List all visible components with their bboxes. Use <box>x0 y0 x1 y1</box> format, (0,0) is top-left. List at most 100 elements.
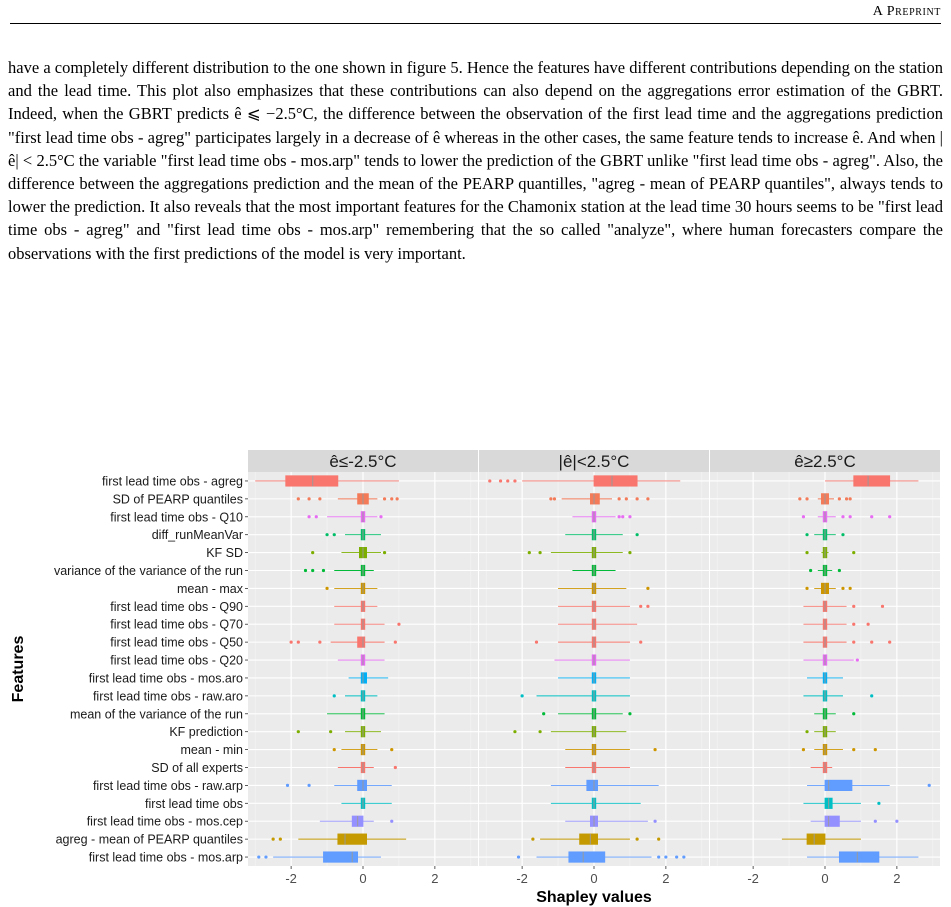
box-13 <box>520 690 630 702</box>
box-outlier <box>513 479 517 483</box>
box-outlier <box>852 712 856 716</box>
box-outlier <box>635 497 639 501</box>
box-outlier <box>837 568 841 573</box>
box-outlier <box>311 550 315 555</box>
box-outlier <box>639 604 643 608</box>
box-outlier <box>628 550 632 555</box>
box-outlier <box>639 640 643 644</box>
box-14 <box>327 708 385 720</box>
feature-label: SD of all experts <box>151 761 243 775</box>
box-iqr <box>285 475 339 487</box>
box-19 <box>803 797 881 809</box>
box-7 <box>325 582 378 595</box>
box-outlier <box>852 622 856 626</box>
box-outlier <box>318 497 322 501</box>
box-17 <box>337 761 397 774</box>
x-tick-label: 0 <box>359 871 366 886</box>
box-outlier <box>289 640 293 644</box>
box-outlier <box>318 640 322 644</box>
feature-label: first lead time obs - agreg <box>102 474 243 488</box>
box-iqr <box>824 779 853 792</box>
box-10 <box>534 636 643 648</box>
box-3 <box>801 511 892 523</box>
box-outlier <box>395 497 399 501</box>
box-iqr <box>360 672 367 684</box>
box-6 <box>809 564 841 577</box>
box-1 <box>488 475 681 487</box>
x-tick-label: 2 <box>662 871 669 886</box>
box-9 <box>334 618 401 630</box>
box-outlier <box>877 801 881 805</box>
box-outlier <box>635 837 639 841</box>
box-iqr <box>593 475 638 487</box>
box-1 <box>825 475 919 487</box>
box-outlier <box>325 586 329 591</box>
box-outlier <box>332 533 336 537</box>
box-outlier <box>296 640 300 644</box>
box-outlier <box>397 622 401 626</box>
box-11 <box>554 654 630 666</box>
box-iqr <box>568 851 606 863</box>
box-outlier <box>805 550 809 555</box>
shapley-boxplot-figure: ê≤-2.5°C -2 0 2 |ê|<2.5°C -2 0 2 ê≥2.5°C -2 0 2 fir… <box>10 450 940 906</box>
box-outlier <box>264 855 268 859</box>
box-7 <box>805 582 852 595</box>
facet-panel-3: ê≥2.5°C -2 0 2 <box>710 450 940 886</box>
box-outlier <box>841 586 845 591</box>
feature-label: first lead time obs <box>145 797 243 811</box>
box-14 <box>542 708 632 720</box>
box-12 <box>558 672 630 684</box>
box-outlier <box>635 533 639 537</box>
box-outlier <box>296 730 300 734</box>
box-outlier <box>332 694 336 698</box>
box-outlier <box>657 855 661 859</box>
box-outlier <box>852 550 856 555</box>
running-head: A Preprint <box>872 4 941 19</box>
box-10 <box>289 636 397 648</box>
box-21 <box>531 833 661 845</box>
box-9 <box>803 618 870 630</box>
box-outlier <box>314 515 318 519</box>
box-outlier <box>646 586 650 591</box>
facet-title: ê≤-2.5°C <box>329 452 396 471</box>
box-18 <box>807 779 931 792</box>
box-outlier <box>390 819 394 823</box>
body-paragraph: have a completely different distribution… <box>8 58 943 263</box>
box-outlier <box>888 515 892 519</box>
box-22 <box>257 851 381 863</box>
box-20 <box>565 815 657 827</box>
box-17 <box>810 761 833 774</box>
box-21 <box>781 833 861 845</box>
box-iqr <box>838 851 880 863</box>
box-outlier <box>325 533 329 537</box>
y-axis-title: Features <box>10 636 27 703</box>
box-outlier <box>538 730 542 734</box>
box-outlier <box>516 855 521 859</box>
box-15 <box>513 726 627 738</box>
feature-label: first lead time obs - Q70 <box>110 618 243 632</box>
box-5 <box>311 546 387 559</box>
box-outlier <box>866 622 870 626</box>
box-outlier <box>488 479 492 483</box>
box-7 <box>558 582 650 595</box>
box-outlier <box>809 568 813 573</box>
feature-label: first lead time obs - Q10 <box>110 510 243 524</box>
box-outlier <box>271 837 275 841</box>
box-outlier <box>895 819 899 823</box>
box-outlier <box>527 550 531 555</box>
box-15 <box>805 726 836 738</box>
box-outlier <box>805 497 809 501</box>
box-outlier <box>506 479 510 483</box>
box-outlier <box>379 515 383 519</box>
box-outlier <box>382 550 387 555</box>
facet-strip <box>710 450 940 472</box>
box-outlier <box>805 586 809 591</box>
facet-panel-1: ê≤-2.5°C -2 0 2 <box>248 450 478 886</box>
box-outlier <box>520 694 524 698</box>
box-4 <box>565 529 639 541</box>
feature-label: variance of the variance of the run <box>54 564 243 578</box>
feature-label: first lead time obs - raw.arp <box>93 779 243 793</box>
box-2 <box>296 493 399 505</box>
box-9 <box>558 618 638 630</box>
x-tick-label: -2 <box>285 871 297 886</box>
